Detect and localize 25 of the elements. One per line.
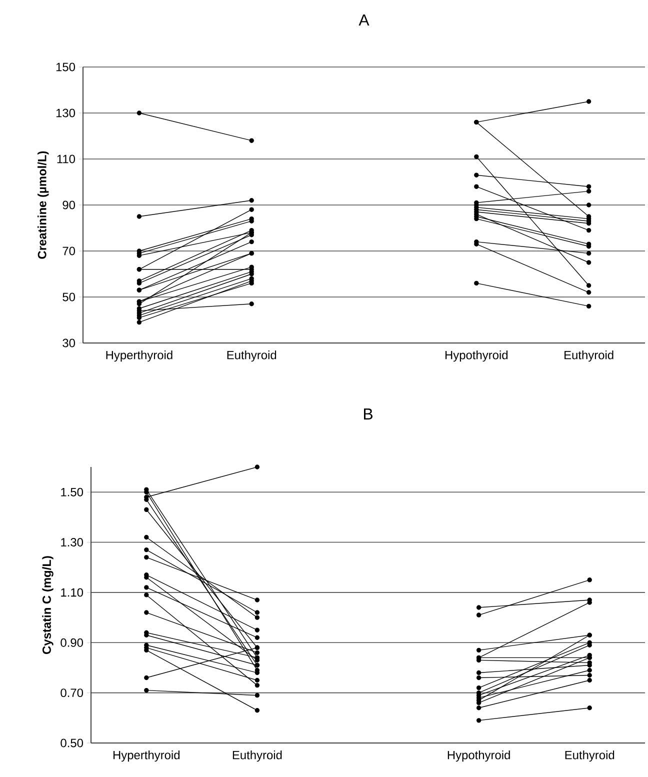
y-tick-label: 90 [62, 200, 76, 210]
x-tick-label: Hypothyroid [448, 750, 510, 762]
x-tick-label: Hyperthyroid [114, 750, 180, 762]
chart-title: B [364, 408, 372, 420]
y-tick-label: 150 [56, 62, 76, 72]
y-tick-label: 1.30 [61, 538, 84, 546]
y-tick-label: 1.10 [61, 588, 84, 597]
x-tick-label: Hyperthyroid [106, 350, 172, 362]
y-tick-label: 130 [56, 108, 76, 118]
chart-title: A [358, 14, 370, 26]
x-tick-label: Euthyroid [232, 750, 282, 762]
x-tick-label: Euthyroid [565, 750, 614, 762]
y-axis-title: Cystatin C (mg/L) [42, 556, 54, 654]
y-tick-label: 0.90 [60, 638, 84, 647]
y-tick-label: 30 [62, 338, 76, 348]
y-tick-label: 0.70 [60, 688, 84, 698]
x-tick-label: Euthyroid [564, 350, 614, 362]
y-tick-label: 0.50 [60, 738, 84, 748]
y-tick-label: 70 [62, 246, 76, 256]
y-tick-label: 1.50 [61, 488, 84, 496]
y-tick-label: 50 [62, 292, 76, 302]
x-tick-label: Hypothyroid [445, 350, 508, 362]
x-tick-label: Euthyroid [227, 350, 276, 362]
y-tick-label: 110 [57, 154, 76, 164]
y-axis-title: Creatinine (µmol/L) [38, 151, 49, 259]
